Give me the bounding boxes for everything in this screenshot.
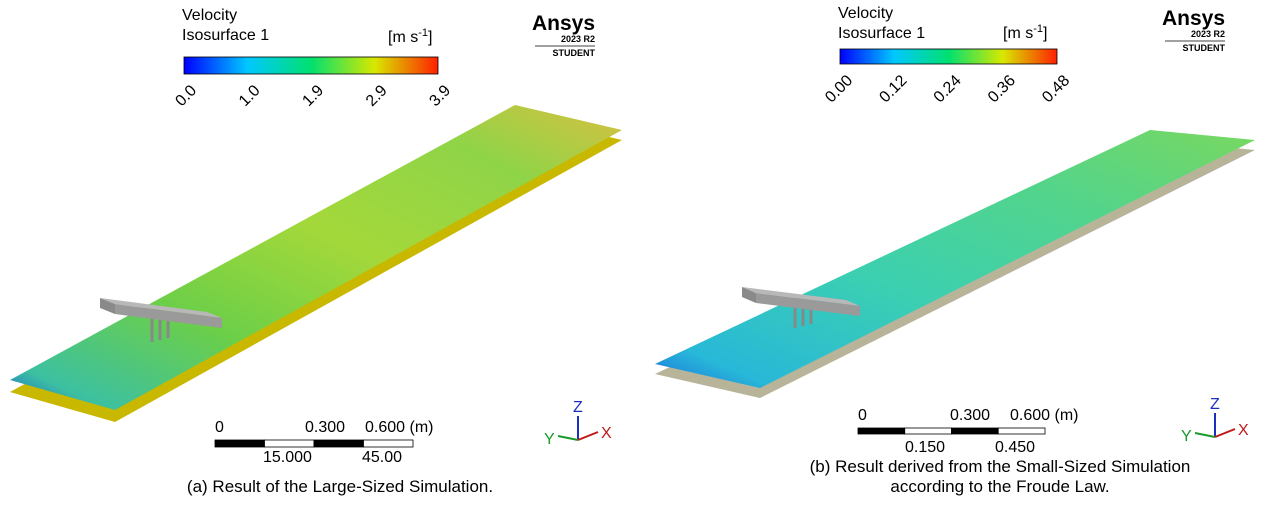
colorbar-title: Velocity xyxy=(838,5,893,22)
colorbar-title: Velocity xyxy=(182,7,237,24)
unit-close: ] xyxy=(428,29,432,46)
scale-bar-segment xyxy=(905,428,952,434)
colorbar-tick-label: 2.9 xyxy=(363,82,391,110)
axis-z-label: Z xyxy=(1210,396,1220,413)
caption: (b) Result derived from the Small-Sized … xyxy=(810,457,1191,476)
colorbar-unit: [m s-1] xyxy=(1003,23,1047,42)
colorbar-tick-label: 0.36 xyxy=(985,72,1019,106)
colorbar-tick-label: 1.0 xyxy=(236,82,264,110)
colorbar-unit: [m s-1] xyxy=(388,27,432,46)
velocity-surface xyxy=(10,105,622,410)
axis-x-label: X xyxy=(601,425,612,442)
velocity-surface xyxy=(655,130,1255,388)
colorbar-tick-label: 0.24 xyxy=(931,72,965,106)
colorbar-tick-label: 3.9 xyxy=(426,82,454,110)
axis-z-label: Z xyxy=(573,399,583,416)
logo-name: Ansys xyxy=(1162,7,1225,30)
colorbar-tick-label: 0.48 xyxy=(1039,72,1073,106)
scale-bar-segment xyxy=(998,428,1045,434)
colorbar-tick-label: 0.0 xyxy=(172,82,200,110)
scale-bar-segment xyxy=(265,440,315,447)
colorbar-title: Isosurface 1 xyxy=(182,27,269,44)
scale-bar-label: 15.000 xyxy=(263,449,312,466)
scale-bar-label: 0 xyxy=(858,407,867,424)
figure: VelocityIsosurface 1[m s-1]0.01.01.92.93… xyxy=(0,0,1273,506)
scale-bar-label: 0.300 xyxy=(305,419,345,436)
axis-x xyxy=(1215,429,1235,437)
scale-bar-label: 0.300 xyxy=(950,407,990,424)
scale-bar-label: 0 xyxy=(215,419,224,436)
unit-base: [m s xyxy=(388,29,418,46)
scale-bar-segment xyxy=(858,428,905,434)
unit-base: [m s xyxy=(1003,25,1033,42)
scale-bar-segment xyxy=(215,440,265,447)
colorbar-tick-label: 0.00 xyxy=(822,72,856,106)
colorbar xyxy=(184,57,438,74)
unit-close: ] xyxy=(1043,25,1047,42)
scale-bar-segment xyxy=(364,440,414,447)
colorbar-title: Isosurface 1 xyxy=(838,25,925,42)
logo-edition: STUDENT xyxy=(553,48,596,58)
axis-x-label: X xyxy=(1238,422,1249,439)
unit-exponent: -1 xyxy=(1033,23,1043,35)
logo-version: 2023 R2 xyxy=(1191,29,1225,39)
scale-bar-label: 0.450 xyxy=(995,439,1035,456)
logo-edition: STUDENT xyxy=(1183,43,1226,53)
axis-y xyxy=(558,436,578,440)
axis-y xyxy=(1195,433,1215,437)
caption: according to the Froude Law. xyxy=(890,477,1109,496)
scale-bar-label: 0.600 (m) xyxy=(365,419,433,436)
axis-y-label: Y xyxy=(544,431,555,448)
scale-bar-segment xyxy=(952,428,999,434)
caption: (a) Result of the Large-Sized Simulation… xyxy=(187,477,493,496)
axis-y-label: Y xyxy=(1181,428,1192,445)
scale-bar-label: 0.600 (m) xyxy=(1010,407,1078,424)
colorbar xyxy=(840,49,1057,64)
logo-version: 2023 R2 xyxy=(561,34,595,44)
colorbar-tick-label: 1.9 xyxy=(299,82,327,110)
scale-bar-label: 0.150 xyxy=(905,439,945,456)
scale-bar-label: 45.00 xyxy=(362,449,402,466)
axis-x xyxy=(578,432,598,440)
logo-name: Ansys xyxy=(532,12,595,35)
scale-bar-segment xyxy=(314,440,364,447)
unit-exponent: -1 xyxy=(418,27,428,39)
colorbar-tick-label: 0.12 xyxy=(876,72,910,106)
